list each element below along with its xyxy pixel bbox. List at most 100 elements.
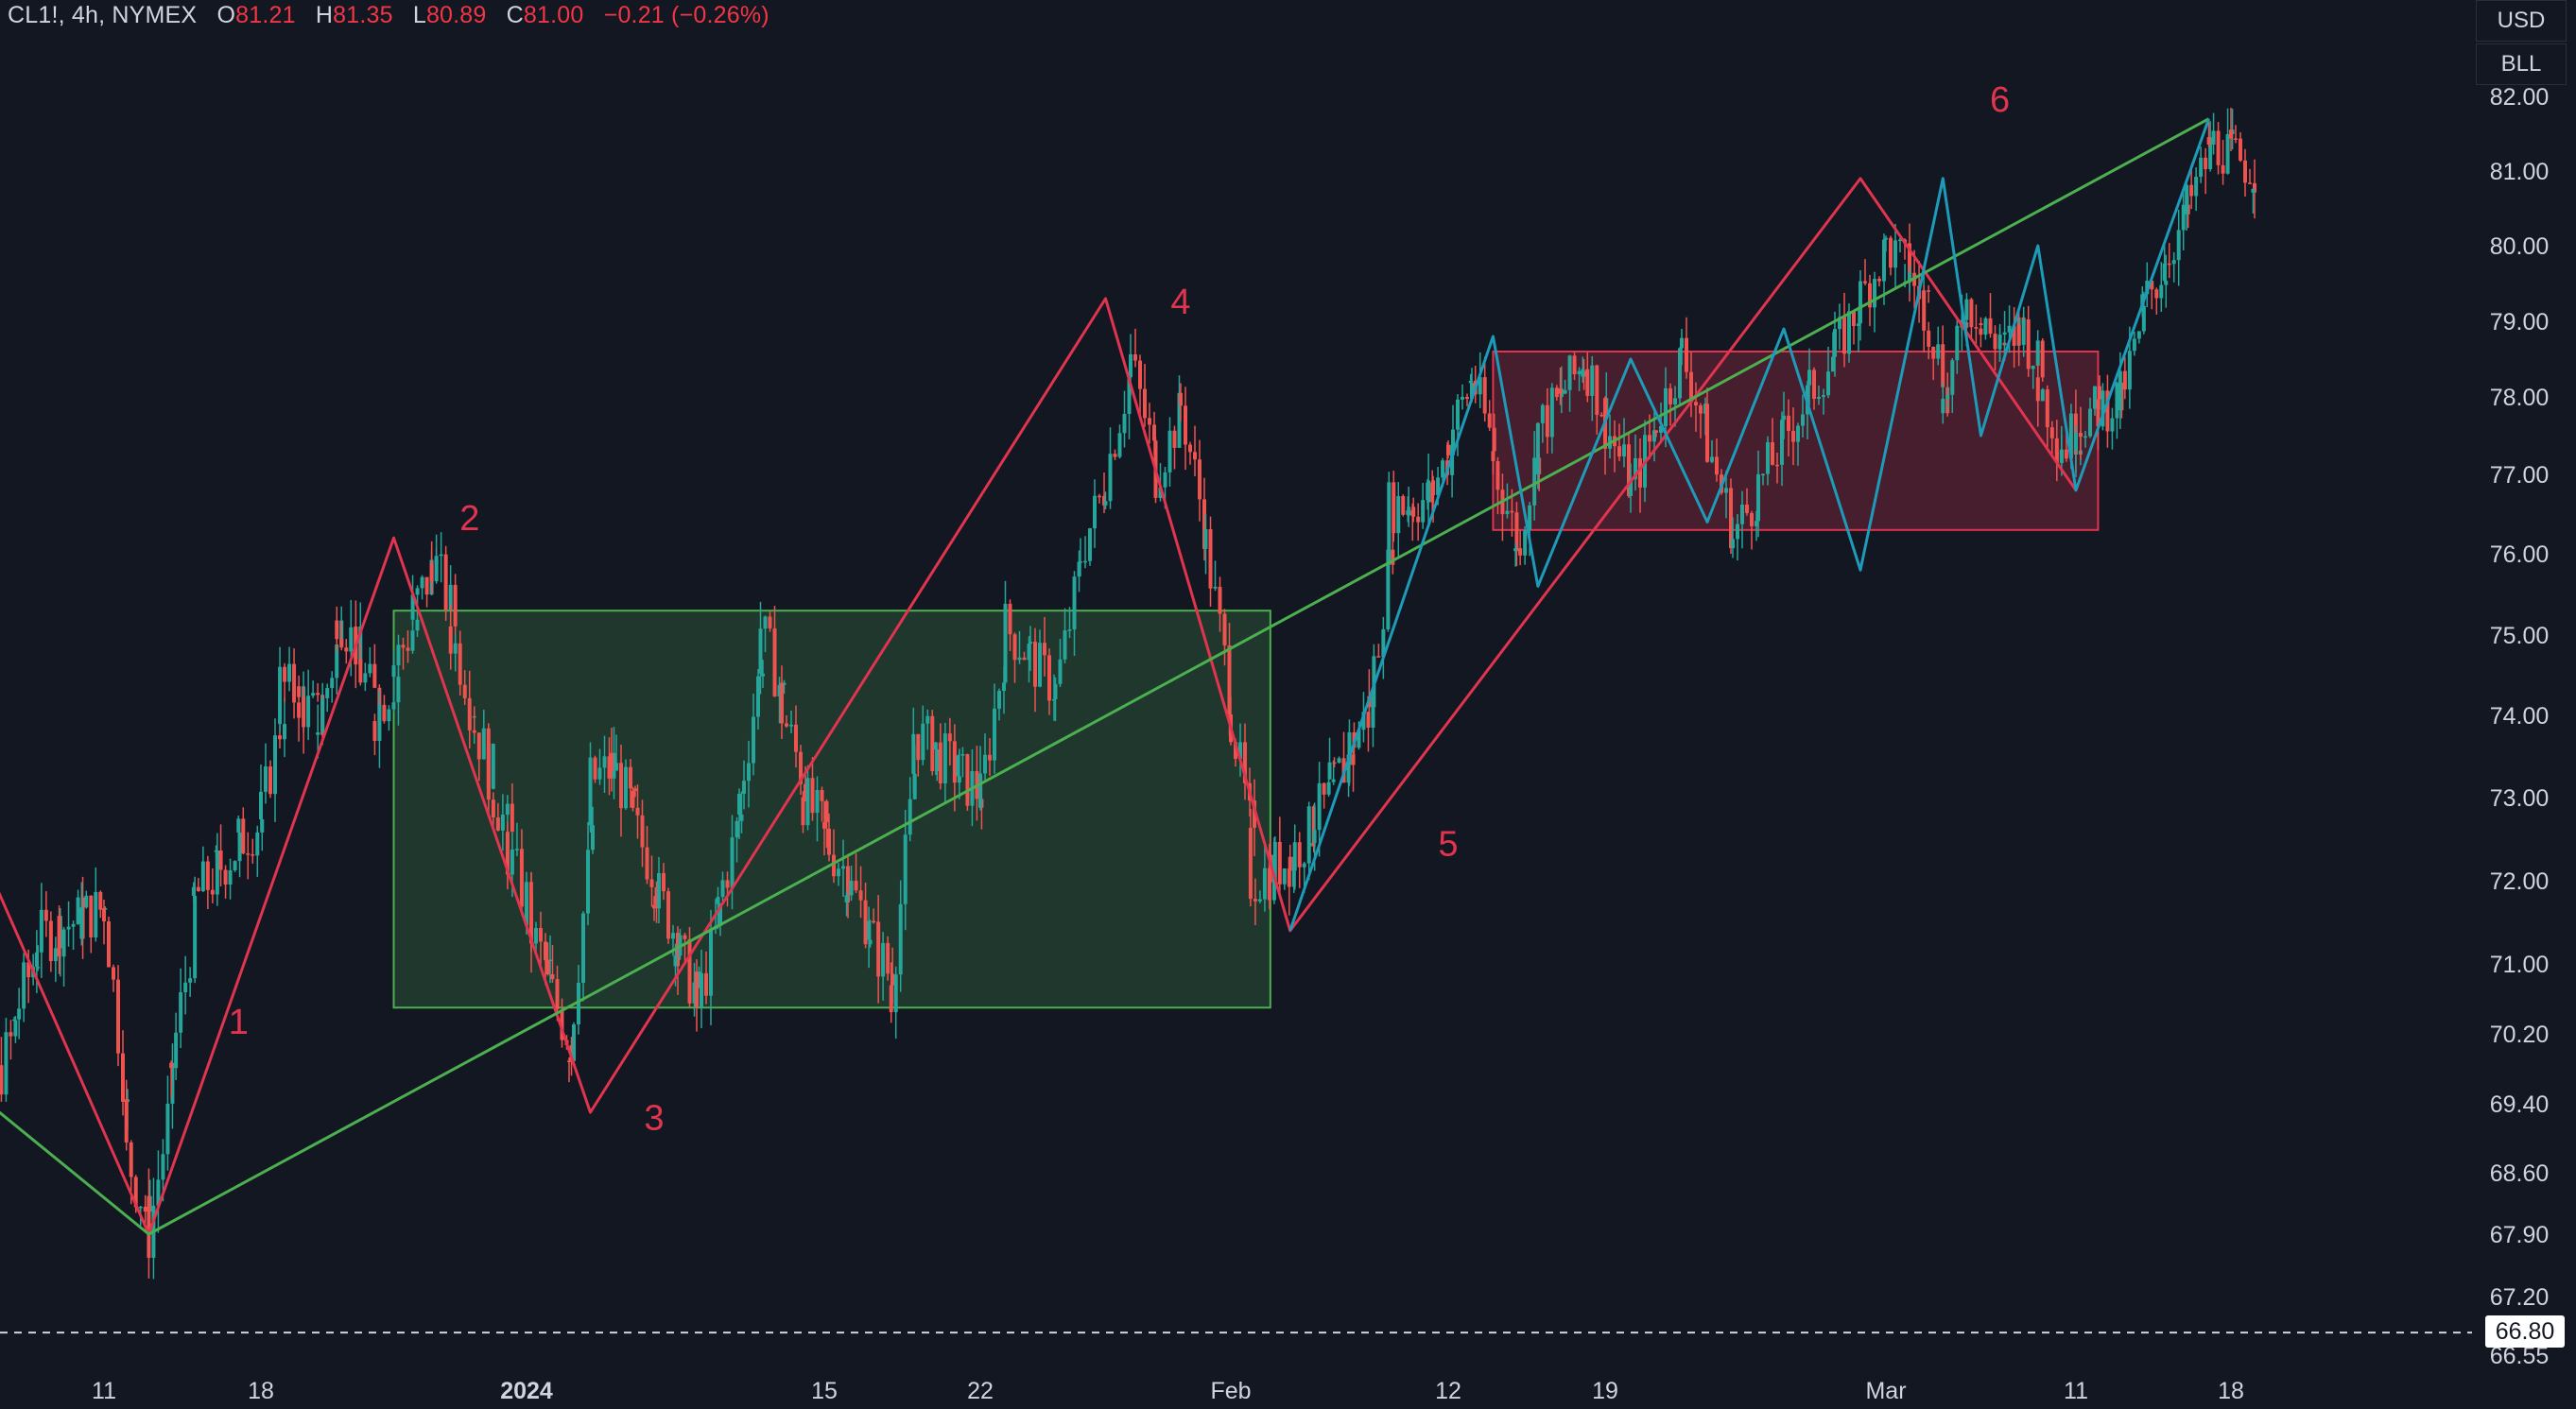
symbol-label[interactable]: CL1!, 4h, NYMEX	[8, 2, 198, 28]
candle	[481, 710, 486, 760]
price-axis[interactable]: 82.00 81.00 80.00 79.00 78.00 77.00 76.00 75.00…	[2490, 84, 2550, 1369]
candle	[358, 642, 363, 685]
candle	[2021, 306, 2026, 357]
candle	[2229, 108, 2233, 152]
candle	[1585, 352, 1590, 403]
candle	[1029, 626, 1032, 671]
candle	[1884, 235, 1888, 252]
candle	[947, 717, 952, 766]
candle	[597, 748, 602, 785]
candle	[780, 665, 784, 740]
candle	[2211, 112, 2216, 155]
elliott-wave-line[interactable]	[0, 177, 2078, 1236]
candle	[297, 691, 302, 742]
consolidation-box-green[interactable]	[392, 610, 1271, 1009]
candle	[214, 845, 218, 861]
candle	[1955, 318, 1960, 374]
candle	[1208, 516, 1213, 607]
candle	[591, 806, 595, 854]
candle	[1193, 425, 1197, 476]
candle	[2171, 251, 2176, 283]
candle	[1859, 269, 1862, 341]
candle	[631, 786, 635, 812]
candle	[1326, 776, 1331, 798]
currency-button[interactable]: USD	[2476, 0, 2567, 42]
candle	[822, 800, 826, 856]
candle	[1540, 404, 1545, 443]
candle	[2083, 430, 2087, 448]
candle	[586, 821, 590, 925]
candle	[1012, 632, 1017, 683]
candle	[1451, 404, 1455, 474]
candle	[886, 936, 890, 981]
candle	[700, 949, 703, 1029]
candle	[223, 865, 228, 899]
candle	[1122, 390, 1127, 448]
candle	[1514, 502, 1519, 567]
candle	[1401, 494, 1406, 517]
candle	[1387, 472, 1392, 592]
candle	[2189, 164, 2194, 210]
candle	[228, 858, 233, 900]
subwave-line[interactable]	[1288, 118, 2210, 932]
candle	[993, 683, 996, 774]
range-boxes	[392, 351, 2100, 1009]
candle	[372, 713, 377, 756]
candle	[443, 545, 448, 621]
candle	[1133, 328, 1137, 368]
candle	[916, 733, 921, 777]
candle	[1549, 383, 1554, 454]
candle	[930, 710, 935, 776]
candle	[581, 911, 585, 1002]
candle	[283, 662, 287, 702]
candle	[1311, 804, 1316, 852]
candle	[1468, 373, 1473, 393]
candle	[1461, 384, 1464, 410]
candle	[960, 747, 965, 778]
candle	[640, 799, 645, 868]
candle	[1724, 471, 1728, 519]
candle	[747, 740, 751, 808]
time-tick-label: 22	[967, 1378, 994, 1404]
candle	[196, 878, 200, 892]
candle	[17, 988, 22, 1040]
price-tick-label: 70.20	[2490, 1022, 2550, 1048]
candle	[57, 905, 61, 974]
candle	[1993, 325, 1997, 371]
candle	[107, 916, 111, 968]
candle	[1366, 711, 1371, 752]
unit-button[interactable]: BLL	[2476, 43, 2567, 85]
candle	[1248, 808, 1253, 907]
candle	[2040, 337, 2045, 382]
candle	[391, 650, 396, 702]
candle	[420, 575, 424, 600]
candle	[876, 895, 881, 1004]
candle	[889, 962, 893, 1023]
candle	[1736, 514, 1739, 561]
candle	[1184, 387, 1187, 471]
candle	[1098, 493, 1101, 504]
candle	[1167, 417, 1172, 487]
candle	[1327, 737, 1332, 780]
candle	[662, 863, 666, 901]
close-value: 81.00	[523, 2, 584, 28]
drawn-lines	[0, 117, 2210, 1236]
candle	[2012, 307, 2016, 368]
candle	[2185, 179, 2189, 231]
candle	[1102, 473, 1106, 514]
candle	[1745, 488, 1749, 516]
candle	[768, 611, 772, 632]
candle	[98, 890, 103, 919]
candle	[933, 741, 938, 776]
candle	[0, 1037, 4, 1102]
price-tick-label: 79.00	[2490, 309, 2550, 335]
time-axis[interactable]: 11 18 2024 15 22 Feb 12 19 Mar 11 18	[92, 1378, 2244, 1404]
candle	[1950, 358, 1955, 414]
candle	[1740, 490, 1744, 549]
candle	[1750, 510, 1754, 550]
candle	[1306, 801, 1311, 881]
candle	[730, 815, 735, 910]
candle	[1668, 383, 1672, 426]
candle	[415, 608, 420, 637]
